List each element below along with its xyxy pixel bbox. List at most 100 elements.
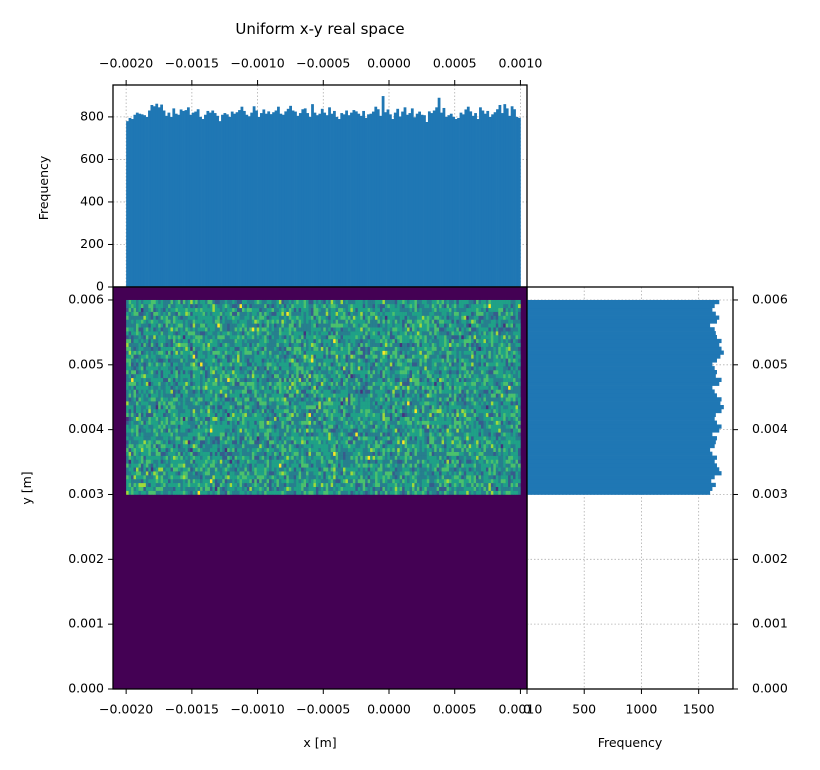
heatmap-cell xyxy=(214,393,218,398)
heatmap-cell xyxy=(244,416,248,421)
heatmap-cell xyxy=(301,416,304,421)
heatmap-cell xyxy=(335,471,339,476)
heatmap-cell xyxy=(481,393,484,398)
heatmap-cell xyxy=(207,440,211,445)
heatmap-cell xyxy=(291,393,295,398)
heatmap-cell xyxy=(478,451,482,456)
heatmap-cell xyxy=(222,471,226,476)
heatmap-cell xyxy=(372,482,376,488)
heatmap-cell xyxy=(325,405,329,410)
heatmap-cell xyxy=(404,463,408,468)
heatmap-cell xyxy=(212,463,216,468)
heatmap-cell xyxy=(345,381,349,386)
heatmap-cell xyxy=(505,482,509,488)
heatmap-cell xyxy=(377,377,381,382)
heatmap-cell xyxy=(256,478,260,484)
heatmap-cell xyxy=(458,436,462,441)
top-histogram-bar xyxy=(323,112,327,287)
heatmap-cell xyxy=(291,385,295,390)
heatmap-cell xyxy=(185,420,189,425)
heatmap-cell xyxy=(510,451,514,456)
heatmap-cell xyxy=(357,420,361,425)
heatmap-cell xyxy=(172,475,176,480)
heatmap-cell xyxy=(266,475,270,480)
heatmap-cell xyxy=(133,389,137,394)
heatmap-cell xyxy=(217,455,221,460)
heatmap-cell xyxy=(219,463,223,468)
top-histogram-bar xyxy=(423,115,426,287)
heatmap-cell xyxy=(224,451,228,456)
top-histogram-bar xyxy=(413,117,417,287)
heatmap-cell xyxy=(244,447,248,452)
heatmap-cell xyxy=(207,381,211,386)
heatmap-cell xyxy=(187,486,191,491)
heatmap-cell xyxy=(355,475,359,480)
heatmap-cell xyxy=(190,401,193,406)
heatmap-cell xyxy=(160,443,164,449)
heatmap-cell xyxy=(352,397,356,402)
heatmap-cell xyxy=(175,397,179,402)
heatmap-cell xyxy=(308,436,312,441)
heatmap-cell xyxy=(205,436,208,441)
heatmap-cell xyxy=(278,401,282,406)
heatmap-cell xyxy=(212,486,216,491)
heatmap-cell xyxy=(382,455,386,460)
heatmap-cell xyxy=(370,385,373,390)
heatmap-cell xyxy=(360,389,364,394)
heatmap-cell xyxy=(412,408,415,414)
heatmap-cell xyxy=(153,412,157,417)
heatmap-cell xyxy=(379,447,383,452)
heatmap-cell xyxy=(505,416,509,421)
heatmap-cell xyxy=(140,447,144,452)
heatmap-cell xyxy=(355,420,359,425)
heatmap-cell xyxy=(375,389,378,394)
heatmap-cell xyxy=(330,440,334,445)
heatmap-cell xyxy=(158,440,161,445)
heatmap-cell xyxy=(251,475,255,480)
heatmap-cell xyxy=(323,412,327,417)
heatmap-cell xyxy=(308,443,312,449)
heatmap-cell xyxy=(126,428,129,433)
heatmap-cell xyxy=(426,478,430,484)
heatmap-cell xyxy=(237,475,240,480)
heatmap-cell xyxy=(488,447,492,452)
heatmap-cell xyxy=(436,459,440,464)
heatmap-cell xyxy=(468,475,472,480)
heatmap-cell xyxy=(143,432,147,437)
heatmap-cell xyxy=(180,478,184,484)
heatmap-cell xyxy=(510,436,514,441)
heatmap-cell xyxy=(138,424,142,429)
heatmap-cell xyxy=(214,475,218,480)
heatmap-cell xyxy=(434,408,437,414)
heatmap-cell xyxy=(224,432,228,437)
heatmap-cell xyxy=(485,478,489,484)
heatmap-cell xyxy=(175,428,179,433)
heatmap-cell xyxy=(330,420,334,425)
heatmap-cell xyxy=(197,397,201,402)
heatmap-cell xyxy=(446,416,450,421)
heatmap-cell xyxy=(131,440,134,445)
heatmap-cell xyxy=(126,405,129,410)
heatmap-cell xyxy=(493,443,497,449)
heatmap-cell xyxy=(448,385,452,390)
heatmap-cell xyxy=(453,490,457,495)
heatmap-cell xyxy=(441,455,445,460)
heatmap-cell xyxy=(468,377,472,382)
heatmap-cell xyxy=(187,467,191,472)
heatmap-cell xyxy=(456,401,460,406)
heatmap-cell xyxy=(505,475,509,480)
heatmap-cell xyxy=(394,377,398,382)
heatmap-cell xyxy=(429,447,433,452)
heatmap-cell xyxy=(335,486,339,491)
heatmap-cell xyxy=(155,397,159,402)
heatmap-cell xyxy=(444,416,447,421)
heatmap-cell xyxy=(214,412,218,417)
heatmap-cell xyxy=(259,467,262,472)
heatmap-cell xyxy=(241,397,245,402)
heatmap-cell xyxy=(315,389,319,394)
heatmap-cell xyxy=(444,455,447,460)
heatmap-cell xyxy=(436,440,440,445)
heatmap-cell xyxy=(473,459,477,464)
heatmap-cell xyxy=(224,486,228,491)
heatmap-cell xyxy=(463,459,467,464)
